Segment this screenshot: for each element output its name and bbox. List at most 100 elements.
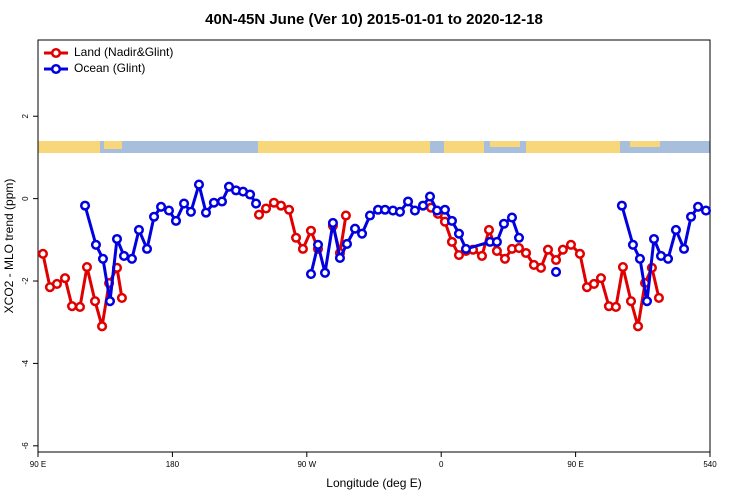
data-point (104, 296, 116, 307)
data-point (476, 250, 488, 261)
data-point (483, 224, 495, 235)
data-point (693, 201, 704, 212)
y-tick-label: -6 (21, 442, 30, 450)
data-point (627, 239, 638, 250)
data-point (431, 205, 443, 216)
data-point (565, 239, 577, 250)
data-point (364, 210, 376, 221)
x-tick-label: 0 (439, 460, 444, 469)
data-point (409, 205, 420, 216)
series-line (83, 183, 707, 303)
data-point (588, 278, 600, 289)
data-point (312, 239, 324, 250)
x-tick-label: 90 E (30, 460, 46, 469)
data-point (283, 204, 295, 215)
data-point (97, 321, 108, 332)
data-point (193, 179, 205, 190)
plot-frame (37, 39, 711, 453)
data-point (305, 225, 317, 236)
data-point (402, 196, 414, 207)
data-point (460, 243, 472, 254)
data-point (424, 191, 436, 202)
data-point (380, 204, 391, 215)
data-point (491, 236, 502, 247)
data-point (550, 254, 562, 266)
series-line (41, 201, 661, 328)
data-point (557, 244, 568, 255)
data-point (178, 198, 190, 209)
data-point (216, 196, 228, 207)
data-point (118, 250, 130, 261)
land-mask-strip (38, 141, 710, 153)
x-tick-label: 90 E (567, 460, 583, 469)
data-point (513, 243, 525, 254)
legend-marker (50, 63, 62, 75)
data-point (260, 203, 272, 214)
data-point (37, 248, 48, 259)
data-point (625, 296, 637, 307)
data-point (297, 243, 308, 254)
data-point (394, 206, 406, 217)
legend-label: Land (Nadir&Glint) (74, 45, 173, 59)
x-tick-label: 180 (166, 460, 180, 469)
data-point (634, 253, 646, 264)
data-point (670, 224, 682, 235)
y-axis-label: XCO2 - MLO trend (ppm) (2, 179, 16, 314)
data-point (111, 233, 123, 245)
data-point (208, 197, 219, 208)
data-point (90, 239, 101, 250)
chart-title: 40N-45N June (Ver 10) 2015-01-01 to 2020… (205, 11, 543, 28)
data-point (617, 261, 628, 273)
data-point (185, 206, 196, 217)
data-point (126, 253, 137, 264)
legend-label: Ocean (Glint) (74, 61, 145, 75)
data-point (51, 278, 63, 289)
data-point (700, 205, 712, 216)
data-point (141, 243, 153, 254)
y-tick-label: 0 (21, 196, 30, 201)
data-point (275, 200, 287, 211)
data-point (305, 268, 317, 280)
data-point (66, 301, 78, 312)
data-point (632, 321, 644, 332)
data-point (89, 296, 101, 307)
data-point (334, 252, 346, 263)
data-point (319, 267, 331, 278)
x-axis-label: Longitude (deg E) (326, 476, 421, 490)
data-point (97, 253, 109, 264)
data-point (595, 273, 607, 284)
data-point (535, 262, 547, 273)
data-point (59, 273, 71, 284)
y-tick-label: -2 (21, 277, 30, 285)
data-point (513, 232, 525, 243)
data-point (170, 215, 182, 226)
data-point (327, 217, 338, 228)
data-point (491, 245, 502, 256)
data-point (340, 210, 351, 221)
y-tick-label: -4 (21, 359, 30, 367)
data-point (81, 261, 93, 273)
data-point (641, 296, 653, 307)
data-point (662, 253, 674, 264)
data-point (417, 200, 429, 211)
data-point (200, 207, 212, 218)
data-point (499, 253, 511, 264)
data-point (520, 247, 532, 259)
data-point (610, 301, 621, 313)
data-point (245, 189, 256, 200)
data-point (685, 211, 697, 222)
data-point (446, 215, 458, 226)
data-point (506, 212, 518, 223)
data-point (453, 228, 465, 239)
data-point (498, 218, 509, 229)
data-point (290, 232, 302, 243)
y-tick-label: 2 (21, 113, 30, 118)
data-point (133, 224, 144, 235)
data-point (341, 238, 353, 249)
legend-marker (50, 47, 62, 59)
data-point (148, 211, 160, 222)
data-point (653, 292, 664, 303)
data-point (446, 236, 458, 247)
data-point (349, 223, 361, 234)
